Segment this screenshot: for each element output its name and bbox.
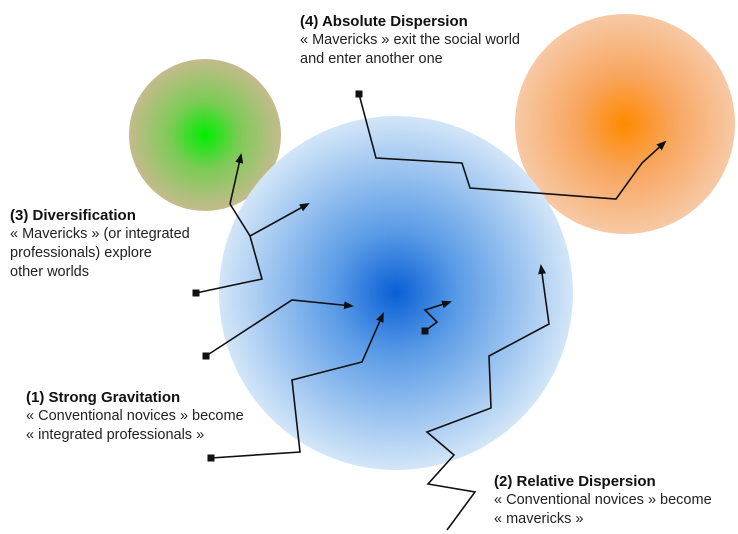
start-marker-inner [421,327,429,335]
path-strong-gravitation-long [210,312,384,459]
start-marker-gravitation-long [207,454,215,462]
path-strong-gravitation [205,299,354,357]
label-line: « mavericks » [494,511,584,527]
label-title: (4) Absolute Dispersion [300,13,468,30]
label-diversification: (3) Diversification « Mavericks » (or in… [10,206,190,282]
path-small-inner [423,300,452,332]
label-line: « Mavericks » (or integrated [10,226,190,242]
label-title: (3) Diversification [10,207,136,224]
label-strong-gravitation: (1) Strong Gravitation « Conventional no… [26,388,244,445]
orange-world [515,14,735,234]
path-diversification-branch-inner [249,203,310,237]
label-line: « Conventional novices » become [26,408,244,424]
path-diversification [195,203,263,294]
label-absolute-dispersion: (4) Absolute Dispersion « Mavericks » ex… [300,12,520,69]
path-absolute-dispersion [358,93,667,200]
label-line: « Mavericks » exit the social world [300,32,520,48]
path-diversification-branch-green [229,153,244,205]
label-line: and enter another one [300,51,443,67]
label-title: (2) Relative Dispersion [494,473,656,490]
green-world [129,59,281,211]
label-relative-dispersion: (2) Relative Dispersion « Conventional n… [494,472,712,529]
social-world [219,116,573,470]
label-line: « Conventional novices » become [494,492,712,508]
start-marker-diversification [192,289,200,297]
label-line: other worlds [10,264,89,280]
start-marker-absolute [355,90,363,98]
start-marker-gravitation [202,352,210,360]
path-relative-dispersion [425,264,550,531]
label-line: professionals) explore [10,245,152,261]
label-title: (1) Strong Gravitation [26,389,181,406]
label-line: « integrated professionals » [26,427,205,443]
